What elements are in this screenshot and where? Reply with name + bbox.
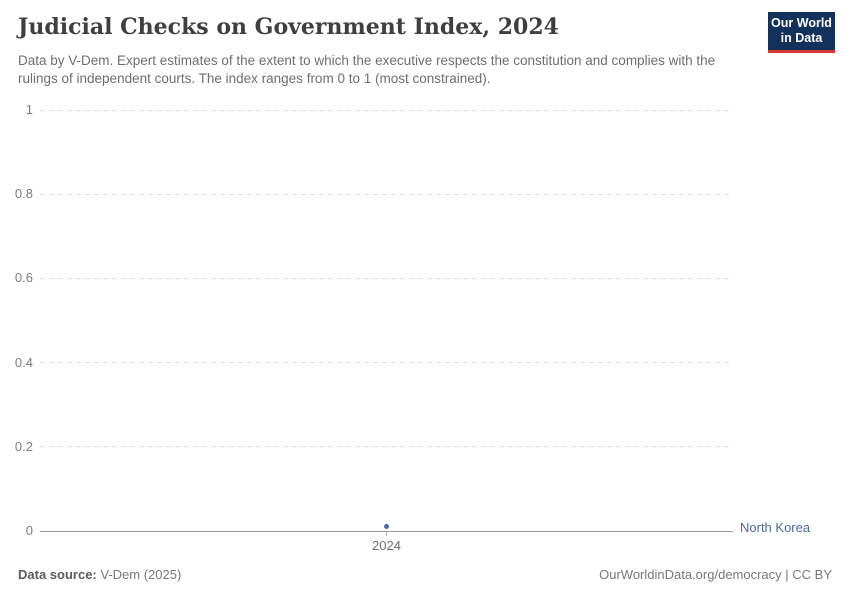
gridline [40, 109, 733, 111]
y-tick-label: 0 [25, 523, 33, 538]
y-tick-label: 0.6 [14, 270, 33, 286]
gridline [40, 277, 733, 279]
data-point[interactable] [384, 524, 389, 530]
chart-subtitle: Data by V-Dem. Expert estimates of the e… [18, 53, 716, 86]
owid-logo-line2: in Data [780, 31, 823, 45]
chart-footer: Data source: V-Dem (2025) OurWorldinData… [18, 567, 832, 582]
page-title: Judicial Checks on Government Index, 202… [18, 14, 559, 40]
y-tick-label: 1 [25, 102, 33, 117]
credit-link[interactable]: OurWorldinData.org/democracy | CC BY [599, 567, 832, 582]
gridline [40, 362, 733, 364]
y-tick-label: 0.4 [14, 354, 33, 370]
x-axis-tick [386, 531, 387, 536]
owid-logo-line1: Our World [771, 16, 832, 30]
series-label[interactable]: North Korea [740, 519, 811, 535]
data-source-value: V-Dem (2025) [100, 567, 182, 582]
y-tick-label: 0.8 [14, 186, 33, 202]
x-tick-label: 2024 [372, 538, 401, 553]
owid-logo[interactable]: Our World in Data [768, 12, 835, 53]
y-tick-label: 0.2 [14, 438, 33, 454]
data-source-label: Data source: [18, 567, 97, 582]
gridline [40, 446, 733, 448]
gridline [40, 193, 733, 195]
data-source: Data source: V-Dem (2025) [18, 567, 181, 582]
